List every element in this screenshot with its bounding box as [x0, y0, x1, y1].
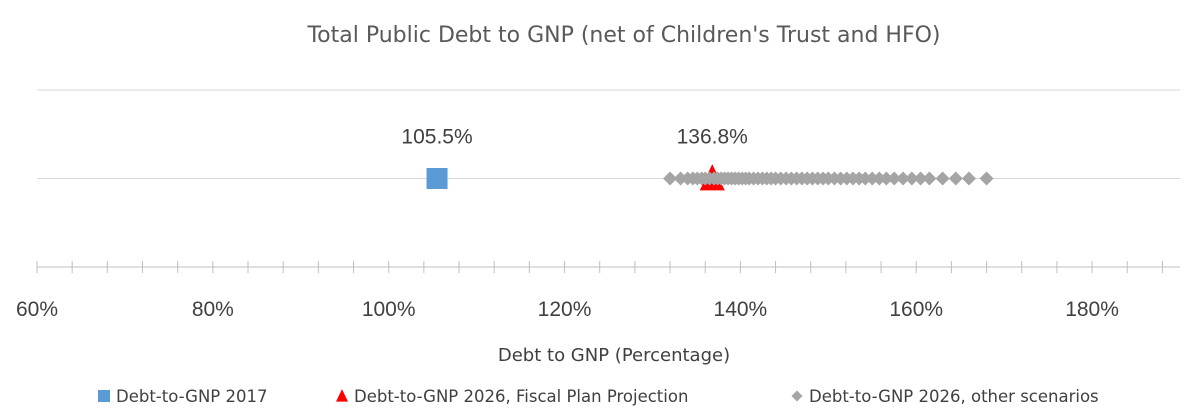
- x-tick-label: 120%: [538, 298, 592, 321]
- data-point: [865, 171, 880, 186]
- data-point: [896, 171, 911, 186]
- legend: Debt-to-GNP 2017 Debt-to-GNP 2026, Fiscal…: [98, 387, 1099, 406]
- series-square: [426, 168, 448, 189]
- data-point: [948, 171, 963, 186]
- data-point: [426, 168, 448, 189]
- legend-label: Debt-to-GNP 2017: [116, 387, 268, 406]
- x-tick-label: 160%: [889, 298, 943, 321]
- data-point: [663, 171, 678, 186]
- legend-item: Debt-to-GNP 2026, other scenarios: [791, 387, 1099, 406]
- x-tick-label: 100%: [362, 298, 416, 321]
- data-point: [879, 171, 894, 186]
- data-point: [858, 171, 873, 186]
- x-tick-label: 180%: [1065, 298, 1119, 321]
- data-point: [922, 171, 937, 186]
- data-point: [935, 171, 950, 186]
- x-axis-title: Debt to GNP (Percentage): [498, 345, 730, 366]
- legend-item: Debt-to-GNP 2017: [98, 387, 268, 406]
- gridlines: [37, 89, 1180, 179]
- data-point: [904, 171, 919, 186]
- x-tick-label: 80%: [192, 298, 234, 321]
- chart-title: Total Public Debt to GNP (net of Childre…: [306, 23, 940, 48]
- data-point: [961, 171, 976, 186]
- x-axis-tick-labels: 60% 80% 100% 120% 140% 160% 180%: [16, 298, 1119, 321]
- data-point: [979, 171, 994, 186]
- data-point: [673, 171, 688, 186]
- data-point: [872, 171, 887, 186]
- data-series: [426, 164, 994, 191]
- x-tick-label: 140%: [714, 298, 768, 321]
- legend-marker-square: [98, 390, 110, 402]
- data-point: [887, 171, 902, 186]
- data-label: 136.8%: [677, 126, 748, 149]
- x-axis: [36, 261, 1180, 273]
- legend-label: Debt-to-GNP 2026, other scenarios: [809, 387, 1099, 406]
- data-labels: 105.5% 136.8%: [401, 126, 747, 149]
- data-point: [913, 171, 928, 186]
- legend-item: Debt-to-GNP 2026, Fiscal Plan Projection: [336, 387, 688, 406]
- legend-label: Debt-to-GNP 2026, Fiscal Plan Projection: [354, 387, 688, 406]
- data-label: 105.5%: [401, 126, 472, 149]
- series-diamond: [663, 171, 994, 186]
- legend-marker-triangle: [336, 389, 348, 402]
- x-tick-label: 60%: [16, 298, 58, 321]
- legend-marker-diamond: [791, 390, 803, 402]
